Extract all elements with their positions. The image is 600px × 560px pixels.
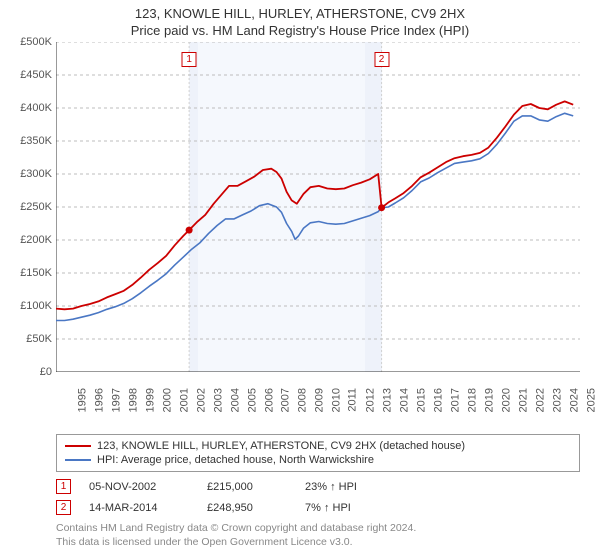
sale-marker-box: 1 <box>182 52 197 67</box>
x-tick-label: 2021 <box>517 388 529 412</box>
x-tick-label: 2003 <box>212 388 224 412</box>
y-tick-label: £250K <box>2 201 52 213</box>
legend-label: HPI: Average price, detached house, Nort… <box>97 454 374 466</box>
chart-area: £0 £50K £100K £150K £200K £250K £300K £350K £400… <box>0 42 600 412</box>
x-tick-label: 2015 <box>416 388 428 412</box>
plot-region: 12 <box>56 42 580 372</box>
attribution: Contains HM Land Registry data © Crown c… <box>56 522 580 549</box>
legend-swatch <box>65 459 91 461</box>
x-tick-label: 2007 <box>280 388 292 412</box>
y-tick-label: £50K <box>2 333 52 345</box>
x-tick-label: 2011 <box>347 388 359 412</box>
series-property <box>56 101 573 309</box>
y-tick-label: £300K <box>2 168 52 180</box>
x-tick-label: 2012 <box>365 388 377 412</box>
x-tick-label: 2010 <box>331 388 343 412</box>
x-tick-label: 2004 <box>229 388 241 412</box>
legend-item: 123, KNOWLE HILL, HURLEY, ATHERSTONE, CV… <box>65 439 571 453</box>
x-tick-label: 2023 <box>551 388 563 412</box>
chart-title: 123, KNOWLE HILL, HURLEY, ATHERSTONE, CV… <box>0 6 600 21</box>
x-tick-label: 2024 <box>568 388 580 412</box>
y-tick-label: £450K <box>2 69 52 81</box>
sale-date: 14-MAR-2014 <box>89 502 189 514</box>
y-tick-label: £500K <box>2 36 52 48</box>
y-tick-label: £100K <box>2 300 52 312</box>
sale-row-marker: 1 <box>56 479 71 494</box>
sale-hpi: 7% ↑ HPI <box>305 502 385 514</box>
x-tick-label: 2020 <box>500 388 512 412</box>
attribution-line2: This data is licensed under the Open Gov… <box>56 536 580 550</box>
y-tick-label: £200K <box>2 234 52 246</box>
x-tick-label: 2018 <box>467 388 479 412</box>
attribution-line1: Contains HM Land Registry data © Crown c… <box>56 522 580 536</box>
x-tick-label: 2019 <box>483 388 495 412</box>
sale-row: 1 05-NOV-2002 £215,000 23% ↑ HPI <box>56 476 580 497</box>
sale-dot <box>186 227 193 234</box>
x-tick-label: 1998 <box>127 388 139 412</box>
x-tick-label: 1995 <box>76 388 88 412</box>
sale-price: £215,000 <box>207 481 287 493</box>
sale-hpi: 23% ↑ HPI <box>305 481 385 493</box>
series-hpi <box>56 113 573 320</box>
x-tick-label: 2000 <box>161 388 173 412</box>
legend-item: HPI: Average price, detached house, Nort… <box>65 453 571 467</box>
legend: 123, KNOWLE HILL, HURLEY, ATHERSTONE, CV… <box>56 434 580 472</box>
x-tick-label: 2009 <box>314 388 326 412</box>
x-tick-label: 2016 <box>433 388 445 412</box>
x-tick-label: 2001 <box>178 388 190 412</box>
x-tick-label: 2013 <box>382 388 394 412</box>
sale-row-marker: 2 <box>56 500 71 515</box>
chart-subtitle: Price paid vs. HM Land Registry's House … <box>0 23 600 38</box>
x-tick-label: 2008 <box>297 388 309 412</box>
sale-row: 2 14-MAR-2014 £248,950 7% ↑ HPI <box>56 497 580 518</box>
sale-date: 05-NOV-2002 <box>89 481 189 493</box>
sale-price: £248,950 <box>207 502 287 514</box>
x-tick-label: 1996 <box>93 388 105 412</box>
y-tick-label: £150K <box>2 267 52 279</box>
x-tick-label: 2002 <box>195 388 207 412</box>
x-tick-label: 1999 <box>144 388 156 412</box>
x-tick-label: 2025 <box>585 388 597 412</box>
legend-swatch <box>65 445 91 447</box>
legend-label: 123, KNOWLE HILL, HURLEY, ATHERSTONE, CV… <box>97 440 465 452</box>
x-tick-label: 2014 <box>399 388 411 412</box>
y-tick-label: £0 <box>2 366 52 378</box>
x-tick-label: 2017 <box>450 388 462 412</box>
x-tick-label: 2022 <box>534 388 546 412</box>
x-tick-label: 2005 <box>246 388 258 412</box>
sale-marker-box: 2 <box>374 52 389 67</box>
x-tick-label: 1997 <box>110 388 122 412</box>
sales-table: 1 05-NOV-2002 £215,000 23% ↑ HPI 2 14-MAR-201… <box>56 476 580 518</box>
y-tick-label: £400K <box>2 102 52 114</box>
sale-dot <box>378 204 385 211</box>
x-tick-label: 2006 <box>263 388 275 412</box>
y-tick-label: £350K <box>2 135 52 147</box>
